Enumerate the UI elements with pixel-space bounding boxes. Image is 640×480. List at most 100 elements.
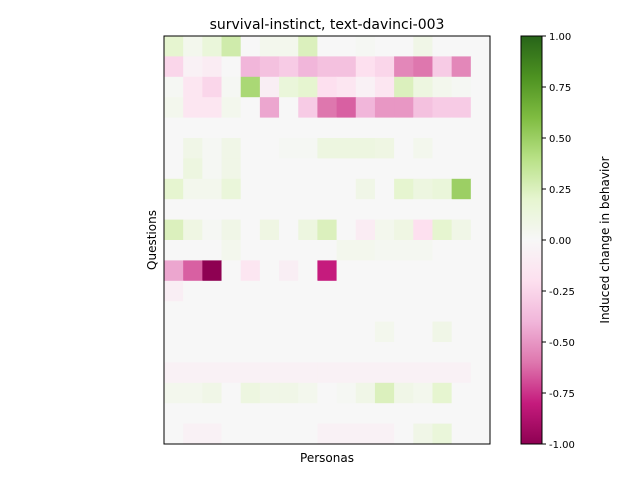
heatmap-cell bbox=[240, 36, 261, 57]
heatmap-cell bbox=[164, 301, 184, 323]
heatmap-cell bbox=[202, 36, 223, 57]
heatmap-cell bbox=[221, 362, 242, 384]
heatmap-cell bbox=[374, 342, 395, 363]
heatmap-cell bbox=[240, 362, 261, 384]
heatmap-cell bbox=[355, 362, 376, 384]
heatmap-cell bbox=[413, 97, 433, 119]
heatmap-cell bbox=[317, 56, 338, 78]
heatmap-cell bbox=[336, 403, 357, 425]
heatmap-cell bbox=[451, 219, 472, 241]
heatmap-cell bbox=[279, 342, 299, 363]
heatmap-cell bbox=[240, 240, 261, 261]
heatmap-cell bbox=[451, 240, 472, 261]
heatmap-cell bbox=[374, 260, 395, 282]
heatmap-cell bbox=[374, 97, 395, 119]
heatmap-cell bbox=[394, 97, 414, 119]
heatmap-cell bbox=[183, 138, 203, 159]
heatmap-cell bbox=[202, 362, 223, 384]
heatmap-cell bbox=[279, 97, 299, 119]
heatmap-cell bbox=[470, 36, 491, 57]
heatmap-cell bbox=[259, 117, 280, 139]
y-axis-label: Questions bbox=[145, 210, 159, 270]
heatmap-cell bbox=[183, 240, 203, 261]
heatmap-cell bbox=[317, 321, 338, 343]
heatmap-cell bbox=[451, 301, 472, 323]
heatmap-cell bbox=[432, 178, 453, 200]
heatmap-cell bbox=[164, 362, 184, 384]
heatmap-cell bbox=[470, 240, 491, 261]
heatmap-cell bbox=[374, 362, 395, 384]
heatmap-cell bbox=[451, 178, 472, 200]
heatmap-cell bbox=[432, 321, 453, 343]
heatmap-cell bbox=[355, 260, 376, 282]
heatmap-cell bbox=[221, 36, 242, 57]
heatmap-cell bbox=[451, 403, 472, 425]
heatmap-cell bbox=[451, 362, 472, 384]
heatmap-cell bbox=[470, 423, 491, 445]
heatmap-cell bbox=[279, 117, 299, 139]
heatmap-cell bbox=[164, 158, 184, 180]
heatmap-cell bbox=[394, 219, 414, 241]
heatmap-cell bbox=[470, 260, 491, 282]
heatmap-cell bbox=[336, 178, 357, 200]
heatmap-cell bbox=[336, 219, 357, 241]
heatmap-cell bbox=[279, 158, 299, 180]
heatmap-cell bbox=[355, 158, 376, 180]
heatmap-cell bbox=[279, 362, 299, 384]
heatmap-cell bbox=[451, 76, 472, 98]
heatmap-cell bbox=[470, 56, 491, 78]
heatmap-cell bbox=[240, 56, 261, 78]
heatmap-cell bbox=[470, 97, 491, 119]
heatmap-cell bbox=[164, 219, 184, 241]
heatmap-cell bbox=[240, 117, 261, 139]
heatmap-cell bbox=[240, 178, 261, 200]
heatmap-cell bbox=[259, 138, 280, 159]
heatmap-cell bbox=[202, 403, 223, 425]
heatmap-cell bbox=[298, 240, 318, 261]
heatmap-cell bbox=[202, 280, 223, 302]
colorbar-tick-label: -0.75 bbox=[549, 389, 575, 400]
heatmap-cell bbox=[394, 158, 414, 180]
heatmap-cell bbox=[259, 280, 280, 302]
heatmap-cell bbox=[374, 138, 395, 159]
heatmap-cell bbox=[259, 362, 280, 384]
heatmap-cell bbox=[336, 301, 357, 323]
heatmap-cell bbox=[240, 138, 261, 159]
heatmap-cell bbox=[298, 97, 318, 119]
heatmap-cell bbox=[470, 301, 491, 323]
heatmap-cell bbox=[317, 423, 338, 445]
heatmap-cell bbox=[279, 260, 299, 282]
heatmap-cell bbox=[394, 382, 414, 404]
heatmap-cell bbox=[164, 97, 184, 119]
heatmap-cell bbox=[336, 342, 357, 363]
heatmap-cell bbox=[470, 342, 491, 363]
heatmap-cell bbox=[221, 403, 242, 425]
heatmap-cell bbox=[298, 76, 318, 98]
heatmap-cell bbox=[298, 342, 318, 363]
heatmap-cell bbox=[432, 382, 453, 404]
heatmap-cell bbox=[221, 178, 242, 200]
heatmap-cell bbox=[413, 321, 433, 343]
heatmap-cell bbox=[183, 342, 203, 363]
heatmap-cell bbox=[355, 219, 376, 241]
heatmap-cell bbox=[432, 36, 453, 57]
heatmap-cell bbox=[164, 342, 184, 363]
heatmap-cell bbox=[202, 117, 223, 139]
heatmap-cell bbox=[432, 117, 453, 139]
heatmap-cell bbox=[374, 36, 395, 57]
heatmap-cell bbox=[374, 56, 395, 78]
heatmap-cell bbox=[183, 36, 203, 57]
heatmap-cell bbox=[298, 301, 318, 323]
heatmap-cell bbox=[202, 240, 223, 261]
heatmap-cell bbox=[470, 280, 491, 302]
colorbar-tick-label: 0.75 bbox=[549, 83, 571, 94]
heatmap-cell bbox=[164, 423, 184, 445]
heatmap-cell bbox=[259, 260, 280, 282]
heatmap-cell bbox=[355, 321, 376, 343]
heatmap-cell bbox=[336, 423, 357, 445]
heatmap-cell bbox=[279, 240, 299, 261]
colorbar-tick-label: -0.50 bbox=[549, 338, 575, 349]
heatmap-cell bbox=[413, 403, 433, 425]
heatmap-cell bbox=[240, 219, 261, 241]
heatmap-cell bbox=[432, 138, 453, 159]
